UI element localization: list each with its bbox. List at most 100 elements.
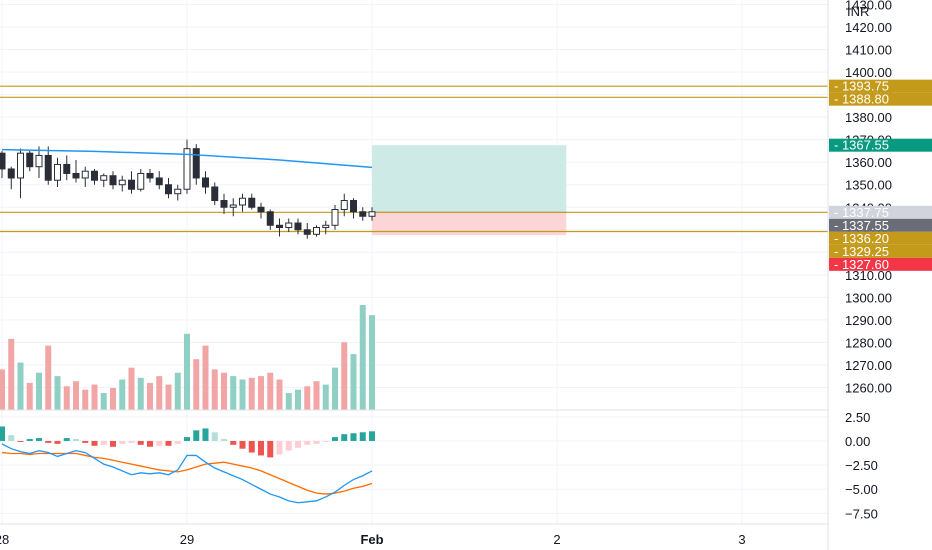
candle[interactable]	[7, 166, 15, 190]
candle-body	[211, 186, 219, 201]
price-badge-background	[829, 218, 932, 232]
volume-bar	[258, 376, 264, 410]
candle[interactable]	[118, 175, 126, 192]
candle-body	[322, 224, 330, 229]
candlesticks[interactable]	[0, 139, 376, 239]
candle[interactable]	[72, 159, 80, 183]
candle[interactable]	[322, 220, 330, 235]
volume-bar	[0, 369, 5, 410]
volume-bar	[322, 384, 329, 410]
price-badge-background	[829, 257, 932, 271]
volume-bar	[202, 345, 209, 410]
candle[interactable]	[109, 171, 117, 190]
long-position-tool[interactable]	[372, 145, 567, 236]
candle[interactable]	[368, 207, 376, 221]
candle[interactable]	[100, 173, 108, 187]
price-tick-label: 1410.00	[845, 43, 892, 58]
histogram-bar	[45, 440, 52, 443]
histogram-bar	[54, 440, 61, 444]
candle[interactable]	[63, 155, 71, 181]
loss-zone[interactable]	[372, 212, 567, 236]
price-badge: - 1393.75	[829, 79, 932, 94]
moving-average	[1, 148, 373, 169]
candle[interactable]	[294, 218, 302, 235]
volume-bar	[248, 377, 255, 410]
volume-bar	[26, 382, 33, 410]
candle[interactable]	[331, 205, 339, 230]
histogram-bar	[8, 435, 15, 441]
price-tick-label: 1400.00	[845, 65, 892, 80]
volume-bar	[110, 387, 116, 410]
oscillator-tick-label: −7.50	[845, 506, 878, 521]
histogram-bar	[63, 438, 70, 441]
profit-zone[interactable]	[372, 145, 567, 213]
candle[interactable]	[17, 148, 24, 199]
candle[interactable]	[35, 146, 43, 178]
histogram-bar	[174, 440, 181, 444]
candle[interactable]	[26, 150, 34, 172]
candle[interactable]	[146, 168, 154, 183]
candle[interactable]	[350, 198, 357, 219]
volume-bar	[285, 393, 292, 410]
candle[interactable]	[359, 207, 367, 221]
volume-bar	[221, 372, 227, 410]
candle[interactable]	[211, 182, 219, 205]
histogram-bar	[202, 428, 209, 441]
candle-body	[368, 211, 376, 217]
candle[interactable]	[266, 209, 274, 230]
histogram-bar	[36, 438, 42, 441]
candle[interactable]	[202, 171, 209, 194]
horizontal-lines[interactable]	[0, 85, 828, 233]
candle[interactable]	[44, 146, 52, 185]
candle[interactable]	[128, 171, 135, 194]
candle[interactable]	[285, 218, 293, 233]
candle[interactable]	[81, 166, 89, 187]
candle[interactable]	[137, 168, 145, 192]
candle-body	[44, 154, 52, 181]
candle[interactable]	[165, 177, 172, 199]
candle-body	[257, 206, 265, 213]
candle-body	[276, 224, 283, 229]
candle[interactable]	[91, 168, 98, 185]
oscillator-axis[interactable]: 2.50 0.00 −2.50 −5.00 −7.50	[845, 410, 878, 522]
candle[interactable]	[54, 157, 61, 187]
oscillator-tick-label: −5.00	[845, 482, 878, 497]
candle[interactable]	[257, 202, 265, 219]
candle[interactable]	[183, 139, 191, 194]
oscillator-tick-label: −2.50	[845, 458, 878, 473]
candle[interactable]	[0, 150, 6, 178]
candle[interactable]	[313, 225, 320, 237]
time-axis[interactable]: 28 29 Feb 2 3	[0, 532, 746, 547]
currency-label: INR	[847, 4, 869, 19]
candle[interactable]	[192, 144, 200, 185]
volume-bar	[63, 386, 70, 410]
candle[interactable]	[174, 184, 182, 201]
candle[interactable]	[340, 193, 348, 217]
candle[interactable]	[276, 218, 283, 237]
candle-body	[350, 199, 357, 213]
histogram-bar	[184, 437, 190, 441]
candle-body	[118, 179, 126, 186]
volume-bar	[193, 359, 200, 410]
histogram-bar	[369, 431, 375, 441]
candle[interactable]	[229, 198, 237, 217]
volume-bar	[184, 333, 190, 410]
candle-body	[248, 197, 256, 208]
price-badge-label: - 1367.55	[834, 138, 889, 153]
histogram-bar	[359, 432, 366, 441]
histogram-bar	[350, 433, 357, 441]
candle-body	[35, 154, 43, 168]
candle[interactable]	[155, 171, 163, 190]
price-badge-background	[829, 79, 932, 93]
candle-body	[294, 222, 302, 231]
candle[interactable]	[248, 193, 256, 210]
candle[interactable]	[239, 193, 246, 212]
candle-body	[239, 197, 246, 206]
histogram-bar	[193, 430, 200, 441]
histogram-bar	[110, 440, 116, 447]
candle[interactable]	[303, 223, 311, 239]
candle[interactable]	[220, 193, 228, 215]
candle-body	[146, 172, 154, 179]
time-tick-label: 3	[738, 532, 745, 547]
